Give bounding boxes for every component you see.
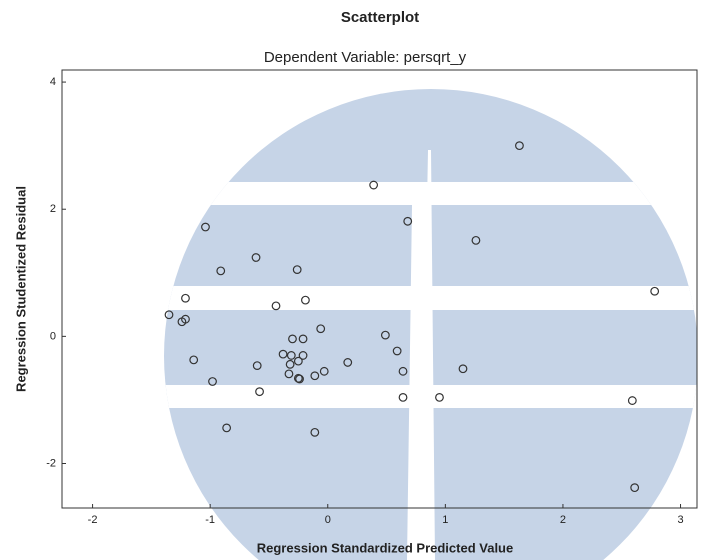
chart-title: Scatterplot bbox=[341, 9, 419, 26]
y-axis-label: Regression Studentized Residual bbox=[13, 186, 28, 392]
chart-subtitle: Dependent Variable: persqrt_y bbox=[264, 49, 467, 66]
page: Scatterplot Dependent Variable: persqrt_… bbox=[0, 0, 702, 560]
x-tick-label: 2 bbox=[560, 514, 566, 526]
x-tick-label: 3 bbox=[677, 514, 683, 526]
x-tick-label: 0 bbox=[325, 514, 331, 526]
x-tick-label: 1 bbox=[442, 514, 448, 526]
y-tick-label: 0 bbox=[50, 330, 56, 342]
x-axis-label: Regression Standardized Predicted Value bbox=[257, 540, 513, 555]
y-tick-label: 2 bbox=[50, 203, 56, 215]
x-tick-label: -1 bbox=[205, 514, 215, 526]
y-tick-label: 4 bbox=[50, 76, 56, 88]
chart: Scatterplot Dependent Variable: persqrt_… bbox=[0, 0, 702, 560]
watermark bbox=[150, 60, 702, 560]
x-tick-label: -2 bbox=[88, 514, 98, 526]
y-tick-label: -2 bbox=[46, 457, 56, 469]
